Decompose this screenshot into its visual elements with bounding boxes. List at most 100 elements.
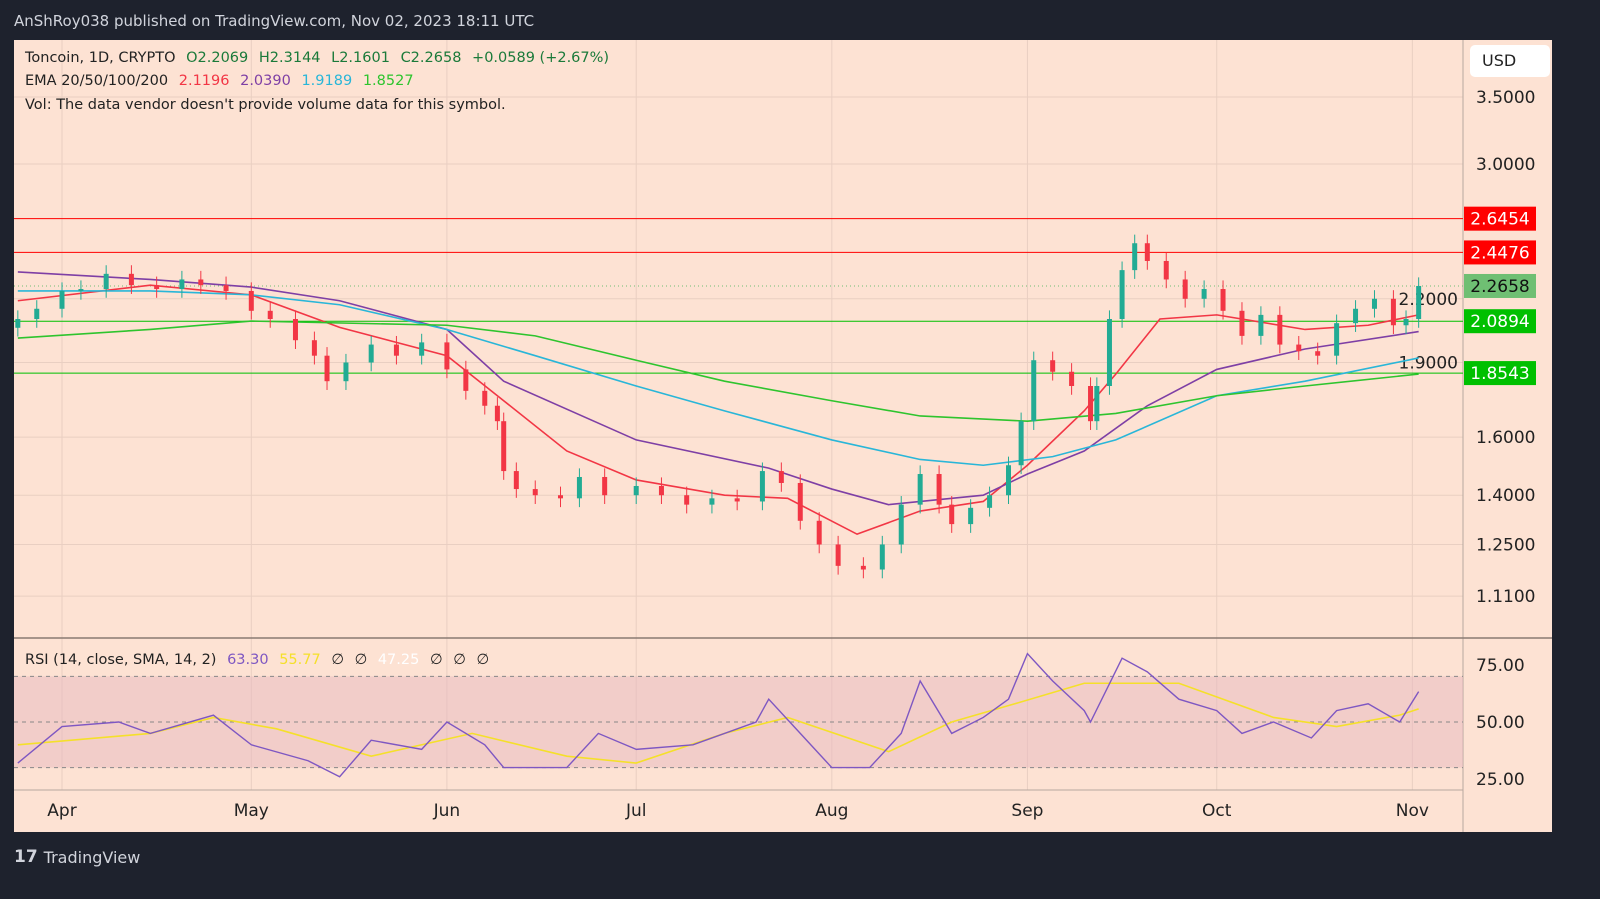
candle [1277,314,1283,345]
candle [968,507,974,525]
candle [59,290,65,309]
candle [463,369,469,391]
candle [658,486,664,496]
rsi-tick-label: 25.00 [1476,770,1525,790]
candle [444,342,450,370]
time-tick-label: May [234,801,269,821]
candle [1006,465,1011,496]
price-label-box [1464,273,1536,298]
candle [1353,308,1359,324]
candle [324,355,330,382]
price-tick-label: 1.4000 [1476,486,1535,506]
price-label: 2.0894 [1470,312,1529,332]
candle [1088,385,1094,422]
candle [34,308,40,320]
candle [223,285,229,291]
candle [602,476,608,496]
ema-line [17,271,1419,506]
candle [1144,243,1150,261]
candle [949,504,955,525]
rsi-line [17,652,1420,778]
ema-line [17,284,1419,536]
ema-legend: EMA 20/50/100/200 2.1196 2.0390 1.9189 1… [25,73,420,89]
price-tick-label: 1.6000 [1476,428,1535,448]
price-label: 2.6454 [1470,210,1529,230]
ohlc-high: H2.3144 [258,50,321,66]
candle [778,471,784,483]
volume-legend: Vol: The data vendor doesn't provide vol… [25,97,506,113]
time-tick-label: Aug [815,801,848,821]
rsi-label[interactable]: RSI (14, close, SMA, 14, 2) [25,652,217,668]
currency-button[interactable]: USD [1470,45,1550,77]
symbol-name[interactable]: Toncoin, 1D, CRYPTO [25,50,176,66]
price-label: 1.8543 [1470,364,1529,384]
candle [513,471,519,490]
rsi-sma-value: 55.77 [279,652,321,668]
candle [816,520,822,545]
rsi-tick-label: 50.00 [1476,713,1525,733]
candle [501,421,507,472]
candle [1403,319,1409,326]
rsi-tick-label: 75.00 [1476,656,1525,676]
candle [1106,319,1112,386]
candle [1220,289,1226,311]
candle [576,476,582,499]
candle [1182,279,1188,299]
candle [179,279,185,290]
price-tick-label: 3.5000 [1476,88,1535,108]
candle [198,279,204,286]
candle [709,498,715,505]
candle [879,544,885,570]
candle [1018,421,1024,466]
rsi-legend: RSI (14, close, SMA, 14, 2) 63.30 55.77 … [25,652,495,668]
candle [797,482,803,521]
candle [734,498,740,502]
candle [917,474,923,505]
candle [1094,385,1100,422]
candle [419,342,425,356]
ohlc-open: O2.2069 [186,50,249,66]
ema20-value: 2.1196 [178,73,230,89]
time-tick-label: Oct [1202,801,1232,821]
candle [128,273,134,286]
candle [1334,323,1340,356]
ema200-value: 1.8527 [362,73,414,89]
tradingview-logo[interactable]: 𝟭𝟳 TradingView [14,847,140,867]
rsi-extra-5: ∅ [453,652,466,668]
candle [393,344,399,356]
rsi-sma-line [17,682,1419,764]
candle [15,319,21,328]
ema-label[interactable]: EMA 20/50/100/200 [25,73,169,89]
candle [835,544,841,566]
candle [987,495,993,508]
candle [1119,270,1125,320]
rsi-extra-6: ∅ [476,652,490,668]
candle [292,319,298,341]
price-label: 2.4476 [1470,243,1529,263]
candle [1296,344,1302,352]
candle [343,362,349,382]
candle [494,405,500,422]
publisher-caption: AnShRoy038 published on TradingView.com,… [14,12,535,30]
rsi-extra-4: ∅ [429,652,443,668]
ohlc-low: L2.1601 [331,50,390,66]
ohlc-change: +0.0589 (+2.67%) [472,50,610,66]
price-label-box [1464,206,1536,231]
candle [1390,298,1396,326]
candle [248,290,254,311]
candle [860,565,866,570]
time-tick-label: Apr [47,801,76,821]
price-tick-label: 2.2000 [1399,290,1458,310]
candle [936,474,942,505]
symbol-legend: Toncoin, 1D, CRYPTO O2.2069 H2.3144 L2.1… [25,50,615,66]
ema-line [17,320,1419,422]
candle [1416,285,1422,320]
candle [1315,351,1321,356]
candle [1201,289,1207,299]
candle [684,495,690,505]
candle [633,486,639,496]
candle [1069,371,1075,386]
candle [103,273,109,290]
candle [557,495,563,499]
